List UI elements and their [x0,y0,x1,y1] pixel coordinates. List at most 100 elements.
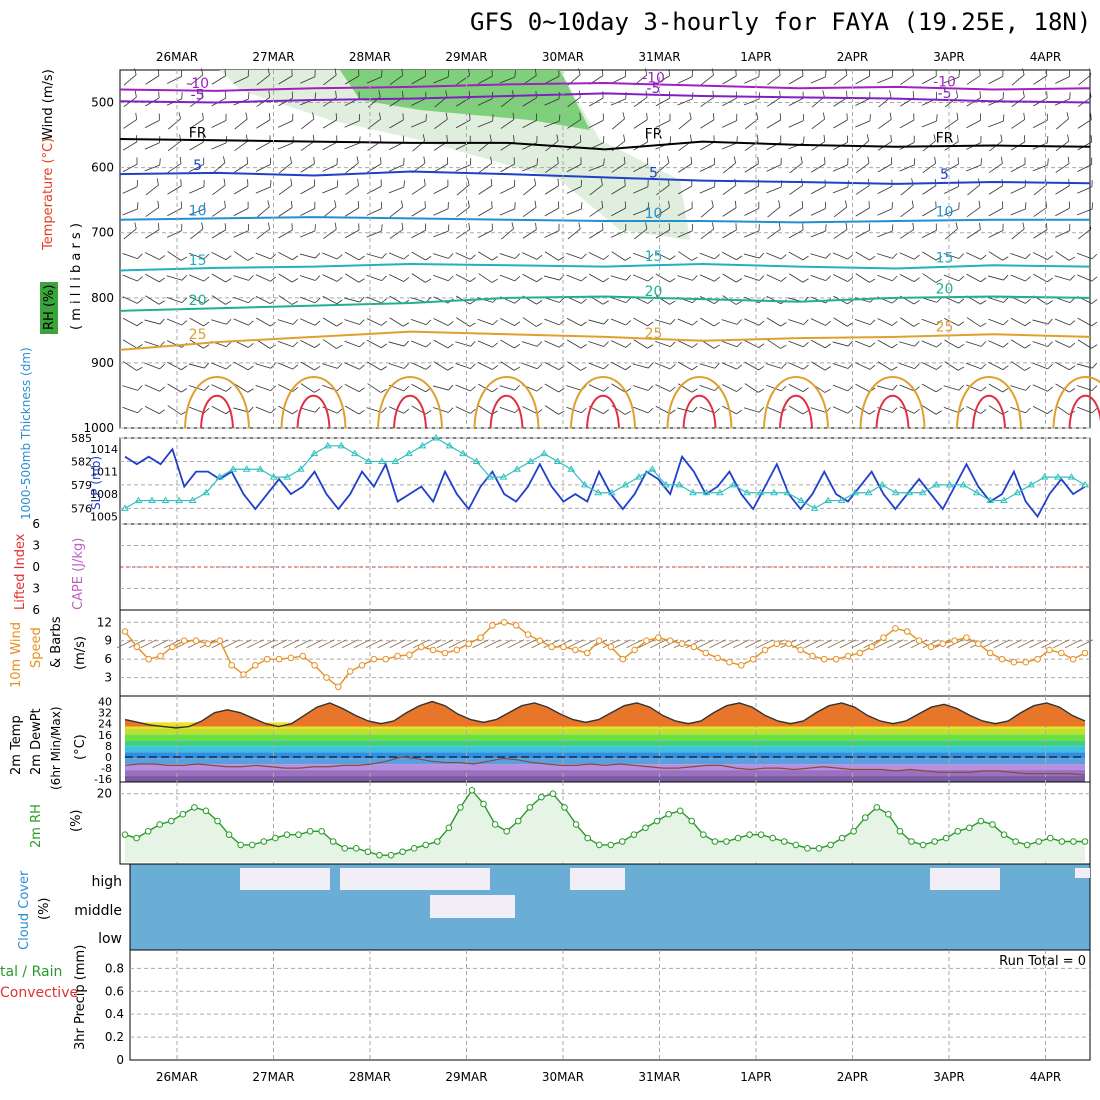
thickness-line-point [851,488,860,496]
wind10m-line-point [666,637,674,645]
thickness-line-point [1054,473,1062,480]
heating-contour [184,376,250,429]
wind-barb [1076,202,1094,216]
thickness-line-point [134,496,143,504]
wind-barb [855,273,876,283]
wind10m-line-point [761,646,769,654]
wind-barb [833,90,848,107]
slp-tick: 1011 [90,466,118,479]
wind-barb [632,385,654,391]
wind-barb [299,296,321,304]
wind-barb [877,318,898,326]
wind-tick: 9 [104,634,112,648]
wind-barb [789,273,809,283]
wind-barb [966,406,987,414]
wind-barb [477,114,494,128]
li-tick: 6 [32,603,40,617]
date-label-top: 3APR [933,50,964,64]
wind-barb [855,114,871,128]
thickness-tick: 579 [71,479,92,492]
wind10m-line-point [465,640,473,648]
wind-barb [633,112,648,129]
wind-barb [588,318,609,325]
wind-barb [433,274,454,282]
wind-barb [810,70,827,84]
rh-line-point [1058,838,1066,845]
thickness-line-point [323,441,332,449]
wind-barb [366,275,387,281]
wind-barb [743,92,761,106]
wind-barb [190,68,204,86]
wind-barb [899,252,920,260]
wind10m-line-point [1010,658,1018,666]
heating-contour [956,376,1022,429]
slp-tick: 1008 [90,488,118,501]
wind-barb [1032,158,1049,172]
surface-wind-barb [1029,639,1046,649]
wind-barb [278,251,299,261]
rh-line-point [329,838,337,845]
wind-barb [211,69,226,85]
rh-line-point [433,838,441,845]
wind-barb [966,91,981,107]
thickness-line-point [972,488,981,496]
wind-barb [766,274,787,282]
wind10m-line-point [1069,655,1077,663]
wind10m-line-point [524,631,532,638]
wind10m-line-point [429,646,437,654]
upper-air-wind-barbs [122,68,1098,415]
wind-barb [766,363,787,369]
date-label-bottom: 28MAR [349,1070,391,1084]
wind-barb [766,384,787,392]
wind-barb [1056,112,1069,130]
wind-barb [877,361,898,371]
wind-barb [854,319,876,325]
upper-wind-label: Wind (m/s) [41,69,56,140]
wind-barb [566,253,587,259]
contour-label: -5 [647,81,661,97]
thickness-line-point [1040,473,1049,480]
wind-barb [744,361,765,371]
rh-line-point [526,804,534,811]
pressure-axis-ticks: 500 600 700 800 900 1000 [83,96,114,435]
surface-wind-barb [448,639,466,649]
rh-line-point [341,845,349,852]
thickness-line-point [202,488,211,496]
wind-barb [655,362,676,370]
wind-barb [123,68,137,86]
thickness-line-point [1027,480,1035,488]
wind-barb [211,200,226,217]
thickness-line-point [337,441,346,449]
wind-barb [922,156,937,174]
rh-line-point [191,804,198,811]
wind-barb [233,201,249,216]
wind-barb [278,295,299,305]
wind-barb [500,361,521,371]
thickness-line-point [148,496,156,504]
clear-sky-cell [1075,868,1090,878]
contour-label: FR [936,131,954,147]
wind-barb [433,202,449,216]
wind10m-line-point [417,643,425,651]
surface-wind-barb [270,639,288,649]
rh-line-point [144,827,152,835]
wind-barb [1055,69,1071,84]
wind10m-line-point [963,634,970,641]
rh-line-point [237,841,244,849]
rh-line-point [295,831,302,838]
wind-barb [988,69,1004,84]
wind-barb [1076,406,1098,414]
heating-contour-hot [586,395,620,429]
wind-barb [677,275,698,281]
wind10m-line-point [797,646,804,654]
wind-barb [256,113,271,129]
date-label-bottom: 1APR [740,1070,771,1084]
wind-barb [988,223,1004,238]
precip-tick: 0.4 [105,1007,124,1021]
thickness-line-point [729,480,738,488]
pressure-tick-label: 500 [91,96,114,110]
rh-line-point [780,838,788,845]
thickness-line-point [175,496,183,504]
wind-barb [988,114,1005,128]
